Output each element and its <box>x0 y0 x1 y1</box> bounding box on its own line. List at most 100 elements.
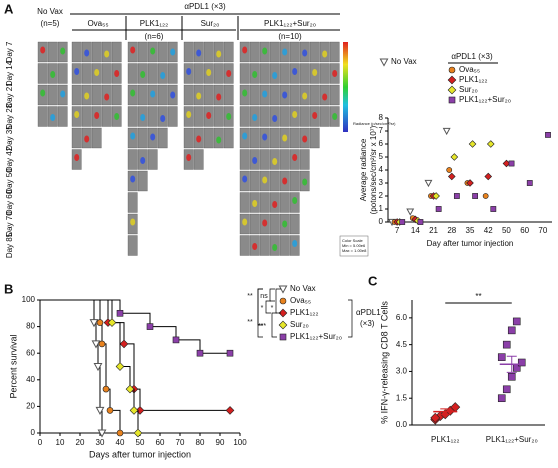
signal <box>114 113 120 120</box>
point <box>424 179 433 188</box>
y-tick-label: 3.0 <box>396 367 408 376</box>
group-n: (n=5) <box>41 19 60 28</box>
x-tick-label: 50 <box>136 438 145 447</box>
signal <box>114 70 120 77</box>
legend-label: Sur₂₀ <box>459 85 478 94</box>
signal <box>282 91 288 99</box>
signal <box>312 112 318 119</box>
signal <box>160 115 166 122</box>
group-label: PLK1₁₂₂+Sur₂₀ <box>264 19 316 28</box>
point <box>472 193 479 199</box>
panel-label: C <box>368 273 378 288</box>
signal <box>292 68 298 75</box>
signal <box>130 175 136 183</box>
point <box>508 160 515 167</box>
point <box>98 340 106 348</box>
point <box>89 319 99 328</box>
signal <box>186 68 192 75</box>
mouse-image <box>289 84 300 106</box>
sig-bracket <box>257 288 263 326</box>
point <box>172 336 180 344</box>
point <box>399 219 406 225</box>
mouse-image <box>269 127 280 149</box>
axis <box>387 118 552 223</box>
mouse-image <box>71 41 82 63</box>
scale-text: Max = 1.00e8 <box>342 248 367 253</box>
significance: ** <box>247 293 253 300</box>
mouse-image <box>289 213 300 235</box>
point <box>196 349 204 357</box>
group-n: (n=6) <box>145 32 164 41</box>
error-bar <box>440 408 451 415</box>
point <box>447 172 456 181</box>
group-label: PLK1₁₂₂ <box>140 19 168 28</box>
mouse-image <box>81 106 92 127</box>
error-bar <box>506 355 517 373</box>
point <box>93 363 103 372</box>
signal <box>322 93 328 101</box>
signal <box>140 157 146 164</box>
mouse-image <box>269 84 280 106</box>
y-tick-label: 6.0 <box>396 313 408 322</box>
signal <box>302 178 308 186</box>
signal <box>302 135 308 143</box>
point <box>116 309 124 317</box>
legend-label: PLK1₁₂₂+Sur₂₀ <box>459 95 511 104</box>
legend-marker <box>278 308 288 318</box>
group-label: Ova₅₅ <box>87 19 108 28</box>
x-tick-label: 21 <box>429 226 438 235</box>
y-axis-title: (potons/sec/cm²/sr x 10⁷) <box>369 125 378 214</box>
point <box>116 429 124 437</box>
x-tick-label: PLK1₁₂₂ <box>431 435 459 444</box>
point <box>450 153 459 161</box>
day-label: Day 70 <box>5 211 14 237</box>
mouse-image <box>309 41 320 63</box>
mouse-image <box>91 41 102 63</box>
survival-step <box>108 322 125 344</box>
signal <box>206 69 212 76</box>
mouse-image <box>157 41 168 63</box>
signal <box>226 70 232 77</box>
signal <box>252 200 258 207</box>
signal <box>140 114 146 121</box>
mouse-image <box>259 235 270 256</box>
signal <box>262 219 268 227</box>
y-tick-label: 4 <box>379 165 384 174</box>
signal <box>40 89 46 97</box>
mouse-image <box>137 84 148 106</box>
sig-bracket <box>265 300 271 314</box>
point <box>435 206 442 212</box>
mouse-image <box>213 106 224 127</box>
mouse-image <box>193 106 204 127</box>
mouse-image <box>127 192 138 213</box>
mouse-image <box>289 41 300 63</box>
signal <box>170 91 176 99</box>
point <box>482 193 489 199</box>
significance: ** <box>475 292 481 301</box>
scale-box <box>339 235 369 257</box>
color-bar <box>343 42 348 132</box>
signal <box>332 113 338 120</box>
x-tick-label: 60 <box>520 226 529 235</box>
signal <box>242 132 248 140</box>
signal <box>252 157 258 164</box>
point <box>442 127 451 136</box>
signal <box>282 134 288 142</box>
signal <box>130 132 136 140</box>
signal <box>150 90 156 98</box>
mouse-image <box>259 192 270 213</box>
point <box>512 317 521 326</box>
signal <box>252 243 258 250</box>
legend-marker <box>278 285 288 294</box>
point <box>115 362 125 371</box>
x-tick-label: 70 <box>176 438 185 447</box>
scale-text: Min = 5.00e6 <box>342 243 366 248</box>
mouse-image <box>137 127 148 149</box>
x-tick-label: 40 <box>116 438 125 447</box>
point <box>119 339 129 349</box>
survival-step <box>102 343 107 390</box>
point <box>517 358 526 367</box>
mouse-image <box>249 127 260 149</box>
mouse-image <box>147 149 158 170</box>
legend-label: Ova₅₅ <box>290 296 311 305</box>
